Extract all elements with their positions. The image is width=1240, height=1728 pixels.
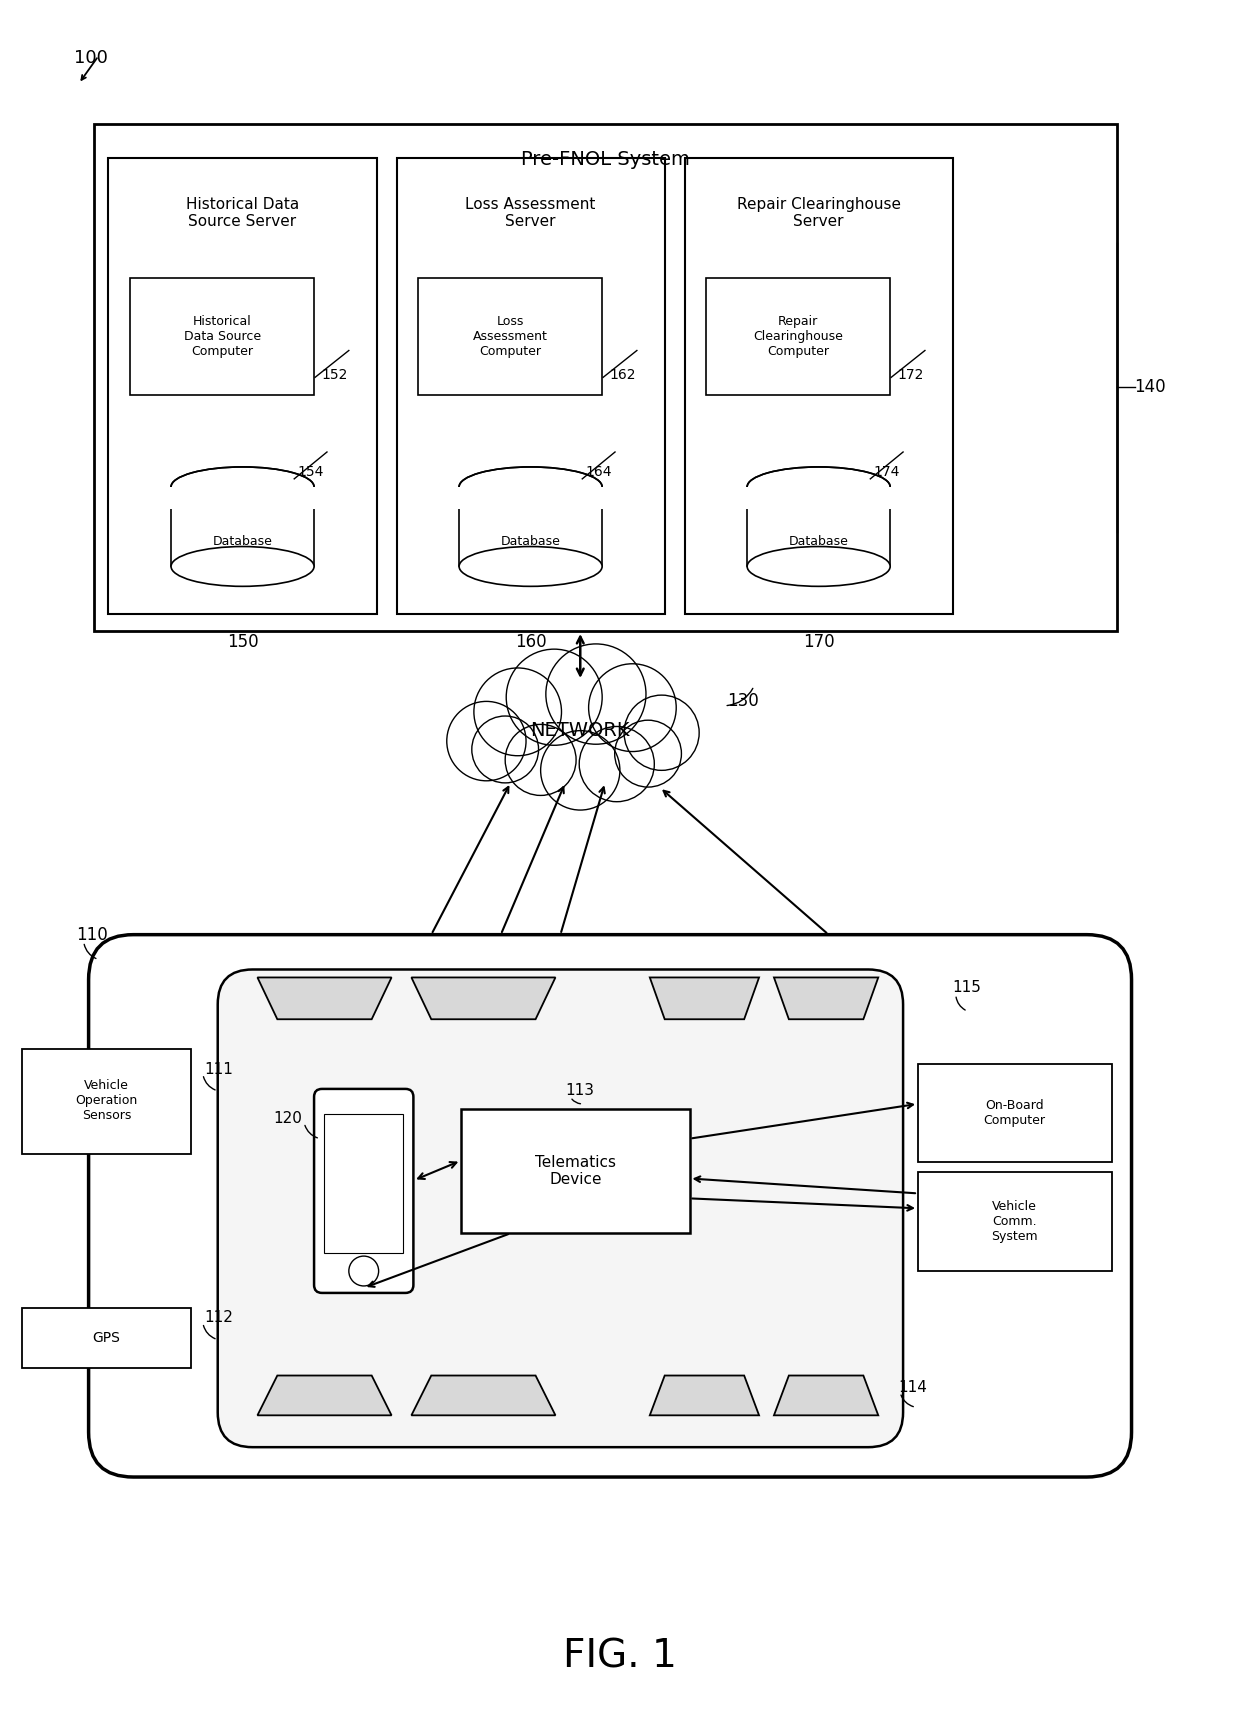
Ellipse shape — [171, 546, 314, 586]
Bar — [684, 159, 952, 613]
Text: 152: 152 — [321, 368, 347, 382]
Ellipse shape — [459, 467, 603, 506]
Polygon shape — [650, 978, 759, 1020]
Ellipse shape — [171, 467, 314, 506]
Text: Vehicle
Operation
Sensors: Vehicle Operation Sensors — [76, 1080, 138, 1123]
FancyBboxPatch shape — [314, 1089, 413, 1293]
Text: 112: 112 — [205, 1310, 233, 1325]
Ellipse shape — [748, 467, 890, 506]
Text: 154: 154 — [298, 465, 324, 479]
Ellipse shape — [459, 546, 603, 586]
Circle shape — [589, 664, 676, 752]
Text: Vehicle
Comm.
System: Vehicle Comm. System — [991, 1199, 1038, 1242]
Bar — [745, 487, 892, 508]
Text: 162: 162 — [609, 368, 636, 382]
Polygon shape — [412, 1375, 556, 1415]
Text: Loss
Assessment
Computer: Loss Assessment Computer — [472, 314, 548, 358]
Text: GPS: GPS — [93, 1331, 120, 1344]
Bar — [418, 278, 603, 396]
Polygon shape — [258, 978, 392, 1020]
Text: Repair Clearinghouse
Server: Repair Clearinghouse Server — [737, 197, 900, 230]
Text: NETWORK: NETWORK — [531, 721, 630, 740]
Polygon shape — [774, 1375, 878, 1415]
Text: On-Board
Computer: On-Board Computer — [983, 1099, 1045, 1127]
Text: 150: 150 — [227, 632, 258, 651]
Text: Telematics
Device: Telematics Device — [534, 1154, 616, 1187]
Bar — [459, 467, 603, 546]
Bar — [108, 159, 377, 613]
Bar — [748, 467, 890, 546]
Text: 164: 164 — [585, 465, 611, 479]
Text: 120: 120 — [273, 1111, 303, 1127]
Text: Database: Database — [789, 536, 848, 548]
Circle shape — [506, 650, 603, 745]
Text: Pre-FNOL System: Pre-FNOL System — [521, 150, 689, 169]
Circle shape — [546, 645, 646, 745]
Text: 100: 100 — [73, 48, 108, 67]
Text: Historical
Data Source
Computer: Historical Data Source Computer — [184, 314, 260, 358]
Text: Historical Data
Source Server: Historical Data Source Server — [186, 197, 299, 230]
Text: 114: 114 — [898, 1381, 928, 1394]
Circle shape — [579, 726, 655, 802]
Text: 140: 140 — [1135, 378, 1166, 396]
Bar — [458, 487, 604, 508]
Text: Loss Assessment
Server: Loss Assessment Server — [465, 197, 595, 230]
Bar — [397, 159, 665, 613]
Bar — [22, 1308, 191, 1367]
Text: 170: 170 — [802, 632, 835, 651]
Polygon shape — [412, 978, 556, 1020]
Bar — [130, 278, 314, 396]
Circle shape — [471, 715, 538, 783]
Bar — [707, 278, 890, 396]
Text: 172: 172 — [897, 368, 924, 382]
Circle shape — [446, 702, 526, 781]
Text: 130: 130 — [728, 691, 759, 710]
Bar — [22, 1049, 191, 1154]
FancyBboxPatch shape — [218, 969, 903, 1446]
Ellipse shape — [748, 546, 890, 586]
Text: 174: 174 — [873, 465, 900, 479]
Text: 113: 113 — [565, 1083, 595, 1099]
Bar — [93, 124, 1117, 631]
Polygon shape — [774, 978, 878, 1020]
Text: Database: Database — [501, 536, 560, 548]
Bar — [324, 1115, 403, 1253]
FancyBboxPatch shape — [88, 935, 1132, 1477]
Bar — [918, 1172, 1112, 1272]
Bar — [169, 487, 316, 508]
Bar — [171, 467, 314, 546]
Polygon shape — [258, 1375, 392, 1415]
Bar — [461, 1109, 689, 1234]
Circle shape — [615, 721, 682, 786]
Circle shape — [474, 669, 562, 755]
Text: FIG. 1: FIG. 1 — [563, 1636, 677, 1674]
Circle shape — [541, 731, 620, 810]
Bar — [918, 1064, 1112, 1161]
Polygon shape — [650, 1375, 759, 1415]
Text: Repair
Clearinghouse
Computer: Repair Clearinghouse Computer — [754, 314, 843, 358]
Text: 111: 111 — [205, 1061, 233, 1077]
Circle shape — [505, 724, 577, 795]
Text: 160: 160 — [515, 632, 547, 651]
Text: 115: 115 — [952, 980, 982, 995]
Text: 110: 110 — [76, 926, 108, 943]
Text: Database: Database — [212, 536, 273, 548]
Circle shape — [624, 695, 699, 771]
